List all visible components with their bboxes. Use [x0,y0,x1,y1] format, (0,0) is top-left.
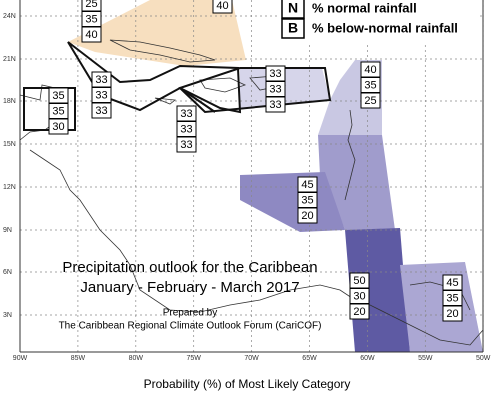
probability-box [48,118,69,135]
above-region [68,0,246,66]
axis-labels: 24N 21N 18N 15N 12N 9N 6N 3N 90W 85W 80W 75W 70W 65W 6… [3,13,491,362]
probability-value: 33 [180,123,192,135]
probability-value: 33 [269,68,281,80]
caption: Probability (%) of Most Likely Category [144,377,351,391]
outline-split [179,87,216,113]
coast-islands [109,39,286,105]
probability-value: 30 [353,290,365,302]
probability-value: 35 [301,194,313,206]
probability-value: 35 [446,292,458,304]
title-line: January - February - March 2017 [80,279,299,296]
probability-value: 33 [269,99,281,111]
probability-value: 35 [364,79,376,91]
probability-value: 33 [180,108,192,120]
legend-key: B [288,20,298,36]
probability-box [212,0,233,14]
latitude-label: 18N [3,98,16,105]
legend-label: % normal rainfall [312,0,417,15]
probability-value: 40 [85,29,97,41]
organization: The Caribbean Regional Climate Outlook F… [59,321,322,332]
longitude-label: 50W [476,355,491,362]
probability-box [442,305,463,322]
coastlines [19,39,484,346]
probability-value: 35 [52,105,64,117]
probability-boxes: 25 35 40 40 35 35 30 33 33 33 33 33 33 33 33 33 40 35 25 45… [48,0,463,322]
legend-label: % below-normal rainfall [312,20,458,35]
probability-box [91,102,112,119]
outline-east [178,67,332,114]
legend-key-box [281,0,305,19]
probability-value: 35 [85,13,97,25]
latitude-label: 12N [3,184,16,191]
longitude-label: 85W [71,355,86,362]
longitude-label: 60W [360,355,375,362]
probability-box [81,26,102,43]
title-line: Precipitation outlook for the Caribbean [62,259,317,276]
probability-value: 20 [353,306,365,318]
longitude-label: 55W [418,355,433,362]
probability-value: 25 [364,95,376,107]
legend-background [277,0,477,42]
probability-box [297,207,318,224]
probability-box [265,96,286,113]
prepared-by: Prepared by [163,308,217,319]
longitude-label: 80W [129,355,144,362]
probability-box [176,136,197,153]
probability-value: 20 [301,210,313,222]
probability-value: 40 [216,0,228,12]
probability-value: 33 [95,105,107,117]
probability-value: 40 [364,64,376,76]
probability-value: 20 [446,308,458,320]
probability-value: 33 [180,139,192,151]
probability-value: 50 [353,275,365,287]
below-region-mid [318,135,395,230]
longitude-label: 90W [13,355,28,362]
probability-value: 35 [52,90,64,102]
legend-key-box [281,18,305,39]
latitude-label: 24N [3,13,16,20]
probability-value: 45 [446,277,458,289]
probability-value: 45 [301,179,313,191]
probability-box [360,92,381,109]
below-region-dark [345,228,410,352]
probability-value: 25 [85,0,97,10]
probability-value: 30 [52,121,64,133]
legend: N % normal rainfall B % below-normal rai… [277,0,477,42]
latitude-label: 3N [3,312,12,319]
probability-box [349,303,370,320]
latitude-label: 15N [3,141,16,148]
probability-value: 33 [269,83,281,95]
latitude-label: 9N [3,227,12,234]
latitude-label: 21N [3,56,16,63]
latitude-label: 6N [3,269,12,276]
probability-value: 33 [95,89,107,101]
legend-key: N [288,0,298,16]
bottom-panel [0,352,495,400]
outline-central [67,41,242,114]
probability-value: 33 [95,74,107,86]
longitude-label: 75W [186,355,201,362]
longitude-label: 70W [244,355,259,362]
longitude-label: 65W [302,355,317,362]
